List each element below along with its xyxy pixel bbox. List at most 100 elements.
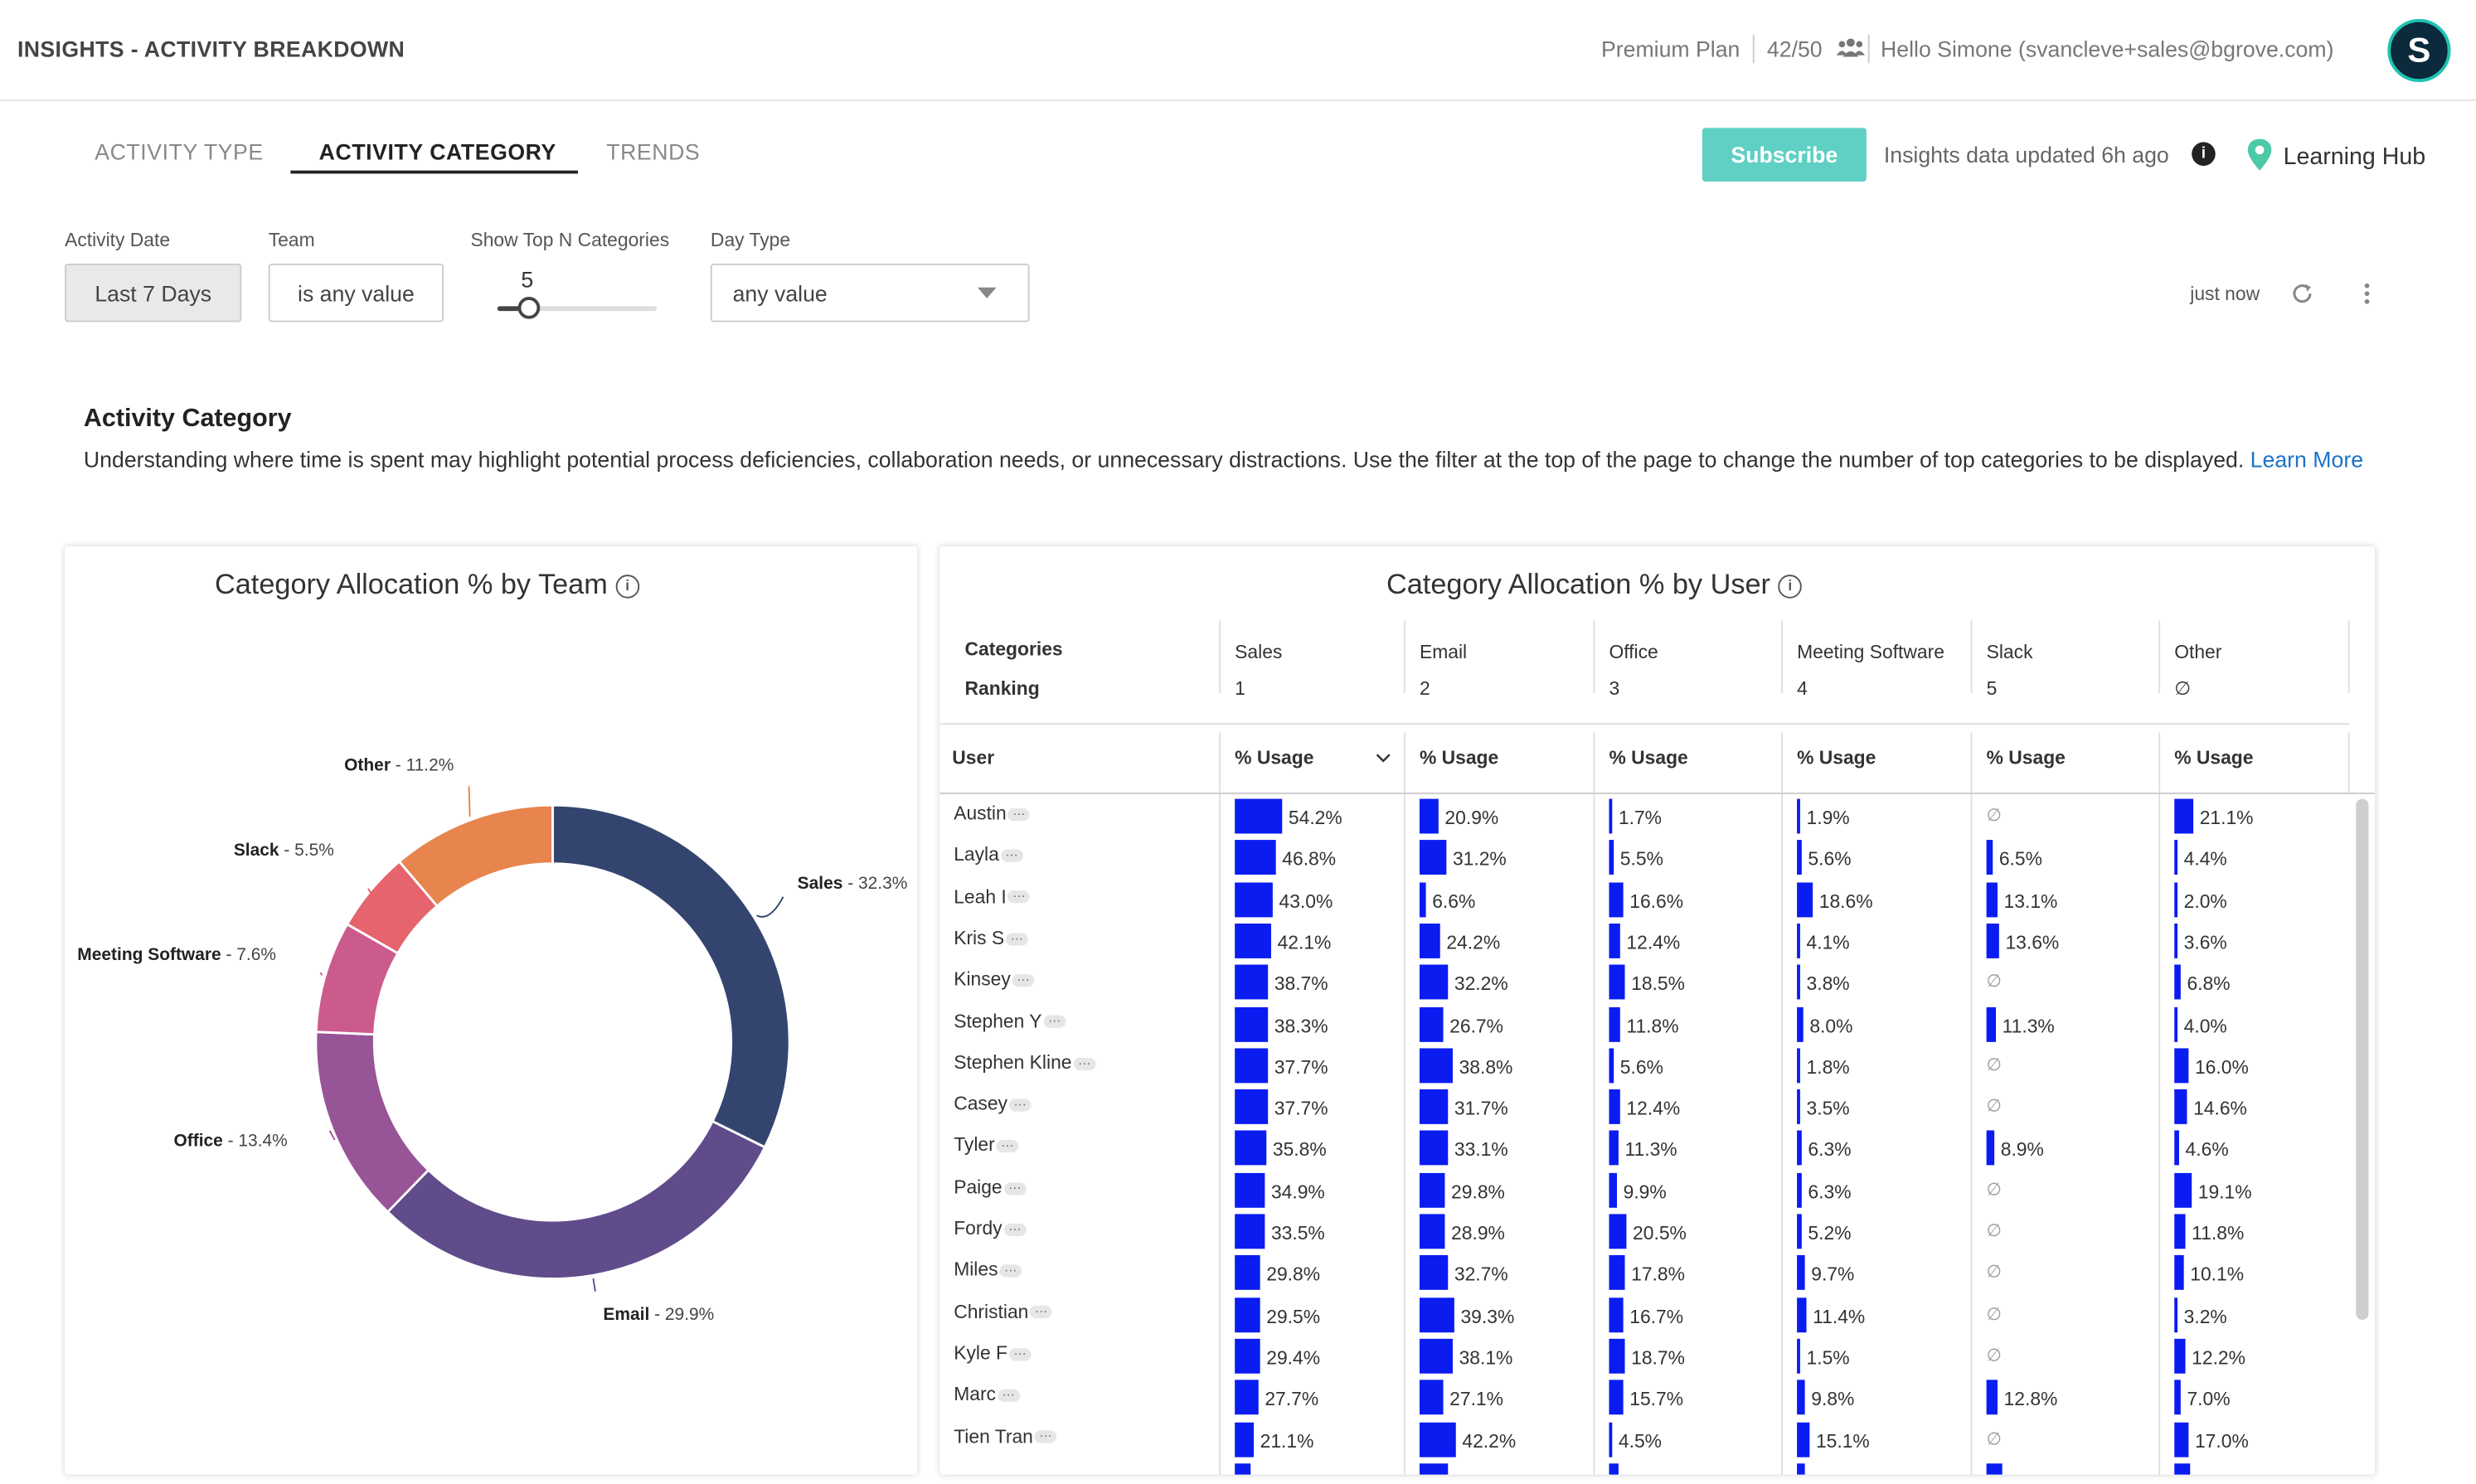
table-cell-value: 1.8% <box>1806 1055 1850 1079</box>
top-n-slider-handle[interactable] <box>517 297 541 319</box>
user-menu-ellipsis[interactable]: ··· <box>1030 1306 1052 1319</box>
top-n-slider-track[interactable] <box>497 306 658 312</box>
table-cell-value: 20.9% <box>1444 807 1499 829</box>
table-cell-value: 18.5% <box>1631 972 1685 996</box>
usage-bar <box>1235 798 1283 834</box>
table-cell-value: 8.0% <box>1809 1014 1853 1037</box>
usage-bar <box>1986 1462 2003 1475</box>
user-menu-ellipsis[interactable]: ··· <box>996 1139 1019 1153</box>
user-greeting[interactable]: Hello Simone (svancleve+sales@bgrove.com… <box>1881 36 2334 62</box>
info-icon[interactable]: i <box>2192 142 2216 166</box>
sort-chevron-down-icon[interactable] <box>1376 753 1391 763</box>
avatar[interactable]: S <box>2387 18 2451 83</box>
usage-bar <box>1419 1048 1453 1083</box>
table-cell-null: ∅ <box>1986 1305 2002 1324</box>
usage-bar <box>1419 964 1449 1000</box>
learning-hub-link[interactable]: Learning Hub <box>2283 143 2426 171</box>
user-menu-ellipsis[interactable]: ··· <box>1000 849 1023 862</box>
refresh-icon[interactable] <box>2289 281 2314 306</box>
table-row-user: Layla ··· <box>954 843 1023 866</box>
top-bar <box>0 0 2476 101</box>
table-cell-value: 33.5% <box>1270 1221 1325 1244</box>
user-name: Layla <box>954 843 999 866</box>
table-cell-value: 27.7% <box>1265 1388 1319 1410</box>
day-type-value: any value <box>732 280 828 306</box>
user-menu-ellipsis[interactable]: ··· <box>1043 1015 1066 1029</box>
table-row-user: Miles ··· <box>954 1258 1022 1281</box>
more-options-icon[interactable] <box>2361 281 2373 306</box>
usage-bar <box>1797 1421 1810 1457</box>
user-menu-ellipsis[interactable]: ··· <box>1003 1181 1027 1195</box>
usage-header[interactable]: % Usage <box>1419 746 1499 769</box>
table-row-user: Fordy ··· <box>954 1217 1027 1239</box>
usage-header[interactable]: % Usage <box>2174 746 2254 769</box>
divider <box>1752 34 1755 64</box>
activity-date-label: Activity Date <box>65 229 171 251</box>
team-filter[interactable]: is any value <box>268 264 444 323</box>
table-cell-value: 42.2% <box>1462 1429 1517 1452</box>
usage-header[interactable]: % Usage <box>1986 746 2066 769</box>
column-divider <box>2347 732 2350 793</box>
tab-trends[interactable]: TRENDS <box>606 138 701 165</box>
day-type-select[interactable]: any value <box>710 264 1030 323</box>
usage-bar <box>1235 923 1271 958</box>
table-cell-value: 38.8% <box>1459 1055 1513 1079</box>
usage-header[interactable]: % Usage <box>1797 746 1876 769</box>
table-cell-value: 6.3% <box>1808 1138 1852 1161</box>
usage-bar <box>1609 881 1624 917</box>
learn-more-link[interactable]: Learn More <box>2250 446 2364 473</box>
info-icon[interactable]: i <box>615 574 639 599</box>
user-name: Fordy <box>954 1217 1003 1239</box>
chevron-down-icon[interactable] <box>977 287 997 298</box>
donut-slice-sales[interactable] <box>551 803 791 1149</box>
usage-bar <box>2174 1172 2192 1208</box>
tab-activity-type[interactable]: ACTIVITY TYPE <box>95 138 264 165</box>
user-menu-ellipsis[interactable]: ··· <box>1007 807 1031 821</box>
usage-bar <box>1797 1089 1800 1125</box>
usage-bar <box>2174 1048 2189 1083</box>
table-scrollbar[interactable] <box>2356 798 2369 1320</box>
subscribe-button[interactable]: Subscribe <box>1702 128 1867 182</box>
usage-bar <box>1235 1255 1260 1291</box>
user-menu-ellipsis[interactable]: ··· <box>1012 973 1035 987</box>
user-menu-ellipsis[interactable]: ··· <box>997 1389 1020 1403</box>
table-cell-value: 9.7% <box>1811 1263 1855 1286</box>
user-menu-ellipsis[interactable]: ··· <box>1073 1056 1096 1070</box>
user-menu-ellipsis[interactable]: ··· <box>1003 1223 1027 1236</box>
activity-date-filter[interactable]: Last 7 Days <box>65 264 242 323</box>
usage-header[interactable]: % Usage <box>1235 746 1314 769</box>
user-menu-ellipsis[interactable]: ··· <box>999 1264 1022 1278</box>
table-cell-value: 31.2% <box>1452 848 1507 871</box>
info-icon[interactable]: i <box>1778 574 1803 599</box>
table-cell-value: 18.7% <box>1631 1346 1685 1369</box>
table-cell-value: 13.1% <box>2003 890 2058 912</box>
usage-bar <box>1609 1462 1619 1475</box>
table-cell-value: 12.4% <box>1626 1097 1681 1120</box>
usage-bar <box>2174 1006 2178 1041</box>
user-menu-ellipsis[interactable]: ··· <box>1007 890 1031 904</box>
usage-bar <box>2174 964 2181 1000</box>
table-cell-value: 11.8% <box>1626 1014 1679 1037</box>
table-cell-null: ∅ <box>1986 1429 2002 1449</box>
usage-bar <box>1235 964 1269 1000</box>
table-cell-value: 4.4% <box>2183 848 2227 871</box>
usage-bar <box>2174 881 2178 917</box>
usage-bar <box>1419 1338 1453 1374</box>
tab-activity-category[interactable]: ACTIVITY CATEGORY <box>318 138 556 165</box>
user-menu-ellipsis[interactable]: ··· <box>1008 1347 1032 1360</box>
donut-slice-other[interactable] <box>397 803 554 908</box>
user-menu-ellipsis[interactable]: ··· <box>1034 1430 1057 1444</box>
user-menu-ellipsis[interactable]: ··· <box>1008 1098 1032 1112</box>
table-cell-value: 15.1% <box>1815 1429 1870 1452</box>
donut-label: Office - 13.4% <box>173 1132 287 1151</box>
usage-bar <box>2174 1214 2186 1249</box>
table-row-user: Christian ··· <box>954 1300 1052 1322</box>
table-cell-value: 11.3% <box>1624 1138 1677 1161</box>
header-divider <box>939 723 2350 725</box>
donut-slice-office[interactable] <box>314 1031 430 1214</box>
user-menu-ellipsis[interactable]: ··· <box>1006 932 1028 946</box>
usage-header[interactable]: % Usage <box>1609 746 1688 769</box>
donut-slice-email[interactable] <box>386 1119 767 1280</box>
usage-bar <box>1609 1006 1620 1041</box>
usage-bar <box>2174 1131 2179 1166</box>
